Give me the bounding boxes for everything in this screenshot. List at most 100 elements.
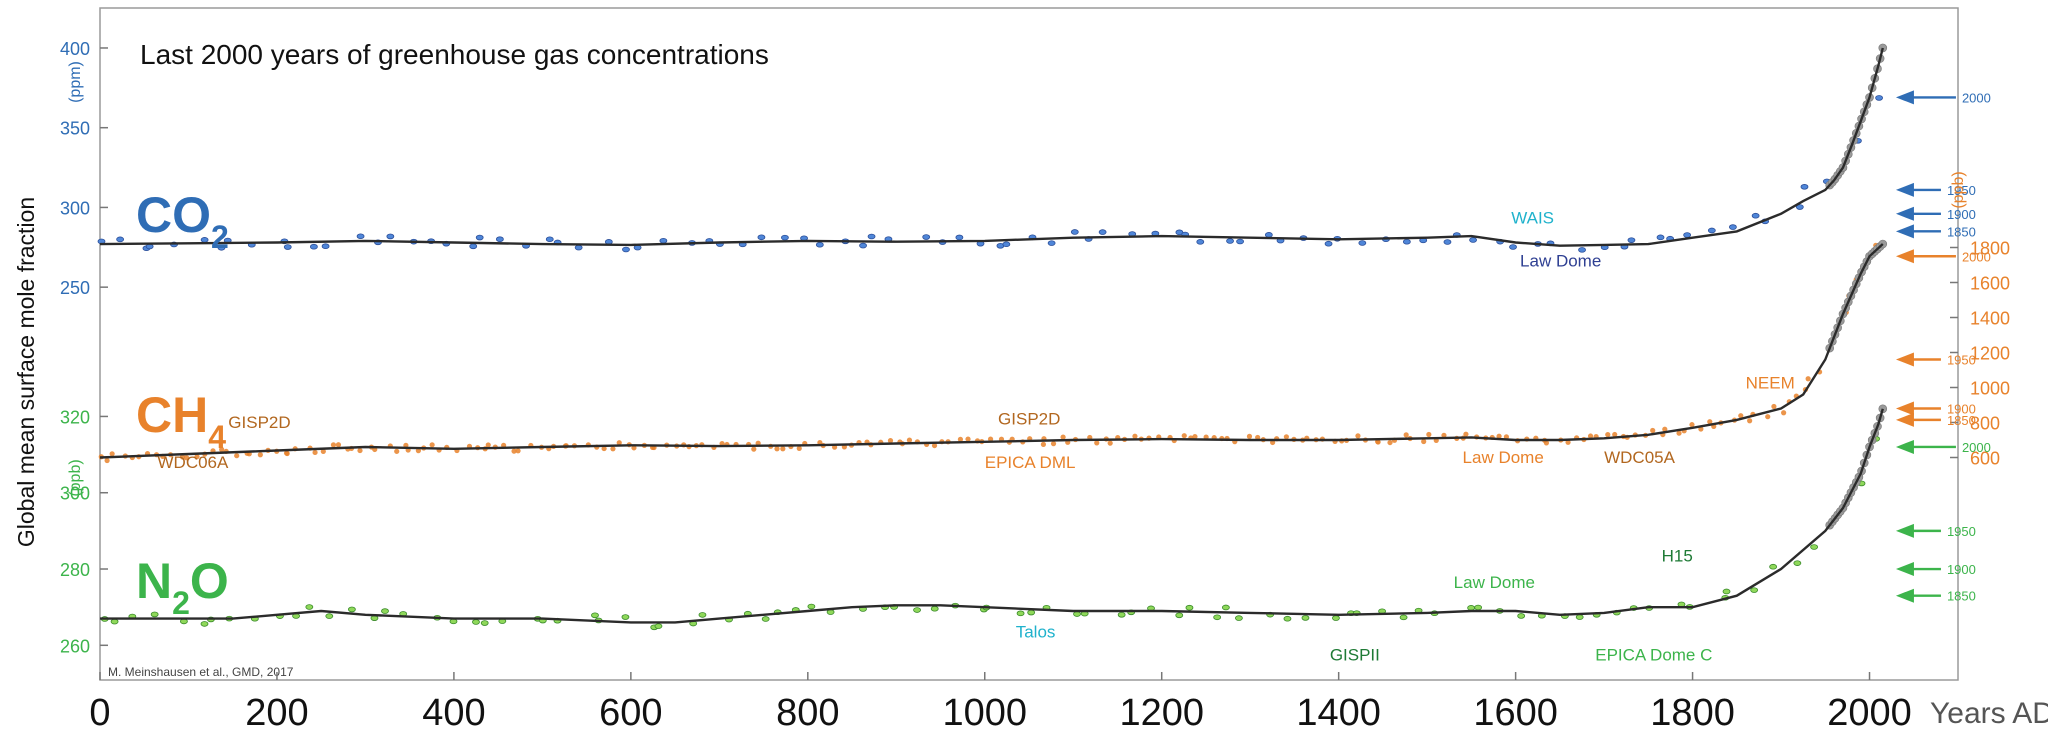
data-point xyxy=(1283,615,1292,622)
data-point xyxy=(1047,240,1056,246)
series-label: GISP2D xyxy=(998,409,1060,428)
credit-text: M. Meinshausen et al., GMD, 2017 xyxy=(108,665,294,679)
data-point xyxy=(511,448,517,454)
data-point xyxy=(545,236,554,243)
data-point xyxy=(1605,432,1611,438)
x-tick-label: 400 xyxy=(422,692,485,734)
data-point xyxy=(1301,615,1310,621)
data-point xyxy=(1689,422,1695,428)
year-arrow-head xyxy=(1895,182,1914,197)
data-point xyxy=(807,603,816,610)
data-point xyxy=(1707,419,1713,425)
series-label: WAIS xyxy=(1511,208,1554,227)
data-point xyxy=(515,448,521,454)
data-point xyxy=(1399,614,1408,621)
data-point xyxy=(987,436,994,442)
data-point xyxy=(321,243,330,250)
x-axis-ticks: 0 200 400 600 800 1000 1200 1400 1600 1800 2000 xyxy=(89,672,1912,734)
data-point xyxy=(1050,441,1057,447)
data-point xyxy=(1751,212,1760,219)
data-point xyxy=(475,234,484,241)
year-marker-label: 1850 xyxy=(1947,413,1976,428)
data-point xyxy=(1469,237,1477,243)
data-point xyxy=(955,234,964,241)
data-point xyxy=(1587,433,1594,439)
x-tick-label: 600 xyxy=(599,692,662,734)
data-point xyxy=(1324,240,1333,247)
unit-label: (ppb) xyxy=(67,459,84,496)
data-point xyxy=(200,621,209,627)
data-point xyxy=(591,612,599,619)
data-point xyxy=(1107,440,1113,446)
data-point xyxy=(217,244,226,251)
y-tick-label: 1600 xyxy=(1970,274,2010,294)
data-point xyxy=(1707,227,1716,234)
x-tick-label: 2000 xyxy=(1827,692,1912,734)
y-tick-label: 1400 xyxy=(1970,309,2010,329)
data-point xyxy=(386,233,395,240)
data-point xyxy=(622,246,630,253)
data-point xyxy=(1421,438,1427,445)
year-arrow-head xyxy=(1895,562,1914,577)
data-point xyxy=(234,453,240,459)
data-point xyxy=(1474,604,1483,611)
data-point xyxy=(183,455,190,461)
data-point xyxy=(309,243,318,250)
data-point xyxy=(1060,434,1066,440)
data-point xyxy=(1283,434,1289,440)
data-point xyxy=(1094,440,1100,446)
data-point xyxy=(469,243,478,250)
data-point xyxy=(356,233,365,240)
data-point xyxy=(1387,439,1393,446)
data-point xyxy=(1016,610,1025,617)
gas-symbol: N2O xyxy=(136,553,229,621)
data-point xyxy=(1264,232,1273,238)
data-point xyxy=(780,446,786,452)
data-point xyxy=(320,448,326,455)
year-marker-label: 1900 xyxy=(1947,207,1976,222)
year-marker-label: 1850 xyxy=(1947,224,1976,239)
y-tick-label: 1000 xyxy=(1970,379,2010,399)
series-label: WDC06A xyxy=(158,453,230,472)
x-tick-label: 200 xyxy=(245,692,308,734)
year-marker-label: 1900 xyxy=(1947,402,1976,417)
data-point xyxy=(1467,605,1476,611)
data-point xyxy=(1650,427,1656,434)
data-point xyxy=(922,234,931,240)
x-tick-label: 1800 xyxy=(1650,692,1735,734)
series-label: EPICA Dome C xyxy=(1595,646,1712,665)
year-arrow-head xyxy=(1895,90,1914,105)
data-point xyxy=(1771,403,1777,410)
data-point xyxy=(859,242,867,249)
data-point xyxy=(906,437,913,443)
smoothed-curve xyxy=(99,243,1884,459)
gas-symbol: CH4 xyxy=(136,387,226,455)
data-point xyxy=(913,607,921,613)
data-point xyxy=(109,451,115,457)
data-point xyxy=(1098,229,1107,235)
plot-frame xyxy=(99,7,1959,681)
data-point xyxy=(485,442,491,448)
year-arrow-head xyxy=(1895,352,1914,367)
data-point xyxy=(1805,376,1811,382)
data-point xyxy=(1355,433,1361,439)
data-point xyxy=(1612,431,1618,438)
year-marker-label: 1950 xyxy=(1947,353,1976,368)
series-label: GISP2D xyxy=(228,413,290,432)
series-label: Law Dome xyxy=(1454,573,1535,592)
series-label: NEEM xyxy=(1746,373,1795,392)
data-point xyxy=(1255,434,1261,441)
data-point xyxy=(179,454,186,460)
data-point xyxy=(1117,611,1126,618)
y-tick-label: 300 xyxy=(60,484,90,504)
x-tick-label: 1000 xyxy=(942,692,1027,734)
data-point xyxy=(965,436,971,442)
chart-title: Last 2000 years of greenhouse gas concen… xyxy=(140,39,769,70)
year-marker-label: 2000 xyxy=(1962,249,1991,264)
data-point xyxy=(495,236,504,242)
data-point xyxy=(755,440,761,446)
data-point xyxy=(610,446,616,452)
data-point xyxy=(1403,432,1409,438)
data-point xyxy=(1002,241,1011,248)
data-point xyxy=(1196,239,1205,245)
